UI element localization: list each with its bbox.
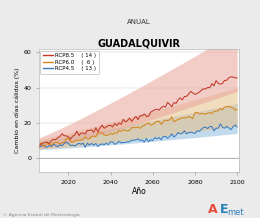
Y-axis label: Cambio en días cálidos (%): Cambio en días cálidos (%) xyxy=(15,68,21,153)
Text: © Agencia Estatal de Meteorología: © Agencia Estatal de Meteorología xyxy=(3,213,79,217)
Text: E: E xyxy=(220,203,228,216)
X-axis label: Año: Año xyxy=(132,187,146,196)
Legend: RCP8.5    ( 14 ), RCP6.0    (  6 ), RCP4.5    ( 13 ): RCP8.5 ( 14 ), RCP6.0 ( 6 ), RCP4.5 ( 13… xyxy=(41,51,99,74)
Title: GUADALQUIVIR: GUADALQUIVIR xyxy=(98,39,180,49)
Text: A: A xyxy=(208,203,218,216)
Text: met: met xyxy=(228,208,244,217)
Text: ANUAL: ANUAL xyxy=(127,19,151,25)
